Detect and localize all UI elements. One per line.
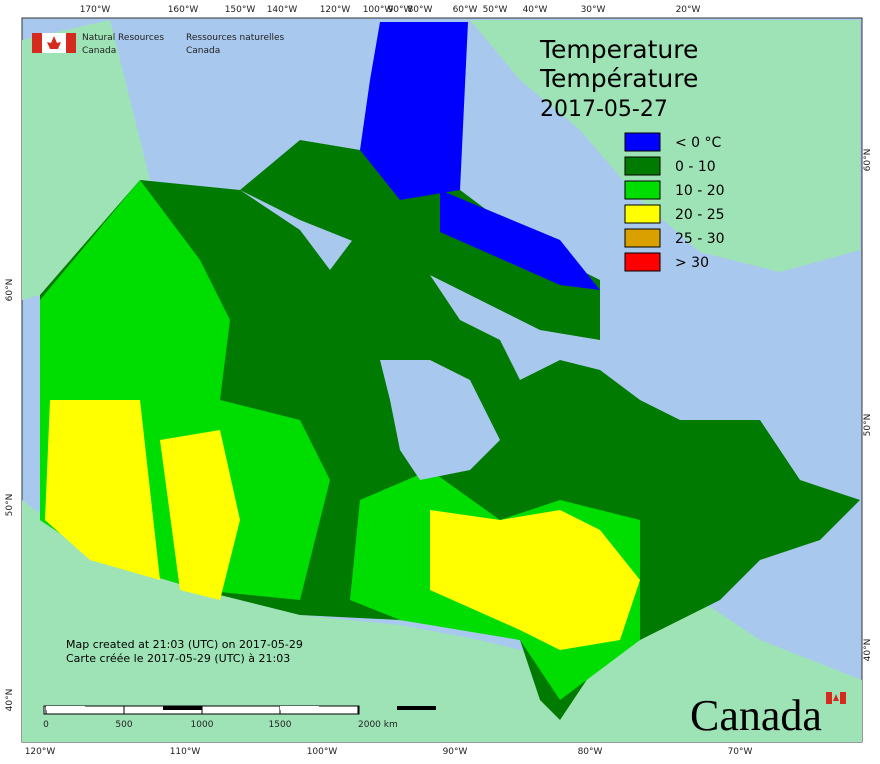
longitude-label: 90°W (388, 5, 413, 15)
legend-label: < 0 °C (675, 135, 722, 151)
longitude-label: 120°W (320, 5, 351, 15)
map-title: Température (539, 64, 698, 93)
canada-wordmark: Canada (690, 691, 822, 740)
arctic-islands (240, 120, 600, 340)
latitude-label: 40°N (863, 639, 873, 662)
longitude-label: 70°W (728, 747, 753, 757)
longitude-label: 160°W (168, 5, 199, 15)
legend-label: 10 - 20 (675, 183, 725, 199)
longitude-label: 90°W (443, 747, 468, 757)
latitude-label: 40°N (5, 689, 15, 712)
scale-label: 2000 km (358, 720, 398, 730)
legend-label: 0 - 10 (675, 159, 716, 175)
scale-segment (397, 706, 436, 710)
legend-swatch (624, 132, 661, 152)
region-hot (430, 510, 640, 650)
longitude-label: 120°W (25, 747, 56, 757)
longitude-label: 170°W (80, 5, 111, 15)
longitude-label: 100°W (363, 5, 394, 15)
latitude-label: 50°N (863, 414, 873, 437)
flag-mark (826, 692, 846, 704)
map-note: Map created at 21:03 (UTC) on 2017-05-29 (66, 638, 303, 651)
longitude-label: 50°W (483, 5, 508, 15)
legend-swatch (624, 156, 661, 176)
hudson-bay (380, 360, 500, 480)
longitude-label: 80°W (408, 5, 433, 15)
longitude-label: 40°W (523, 5, 548, 15)
latitude-label: 60°N (5, 279, 15, 302)
longitude-label: 100°W (307, 747, 338, 757)
region-hot (45, 400, 160, 580)
org-name-fr: Ressources naturelles (186, 33, 285, 43)
region-hot (160, 430, 240, 600)
legend-swatch (624, 180, 661, 200)
longitude-label: 110°W (170, 747, 201, 757)
greenland (470, 20, 860, 272)
org-name-en: Natural Resources (82, 33, 164, 43)
longitude-label: 150°W (225, 5, 256, 15)
longitude-label: 30°W (581, 5, 606, 15)
latitude-label: 60°N (863, 149, 873, 172)
map-title: Temperature (539, 35, 698, 64)
legend-swatch (624, 204, 661, 224)
alaska (22, 20, 150, 300)
longitude-label: 140°W (267, 5, 298, 15)
scale-segment (46, 706, 85, 710)
latitude-label: 50°N (5, 494, 15, 517)
org-name-fr: Canada (186, 46, 220, 56)
longitude-label: 20°W (676, 5, 701, 15)
legend-swatch (624, 228, 661, 248)
map-note: Carte créée le 2017-05-29 (UTC) à 21:03 (66, 652, 290, 665)
land (22, 20, 862, 742)
org-name-en: Canada (82, 46, 116, 56)
scale-label: 1000 (191, 720, 214, 730)
arctic-cold (440, 190, 600, 290)
scale-label: 500 (115, 720, 132, 730)
scale-segment (280, 706, 319, 710)
legend-swatch (624, 252, 661, 272)
legend-label: 25 - 30 (675, 231, 725, 247)
map-date: 2017-05-27 (540, 97, 668, 122)
longitude-label: 60°W (453, 5, 478, 15)
legend-label: > 30 (675, 255, 709, 271)
scale-segment (163, 706, 202, 710)
logo (32, 33, 76, 53)
usa (22, 500, 862, 742)
arctic-cold (360, 22, 468, 200)
scale-label: 1500 (269, 720, 292, 730)
longitude-label: 80°W (578, 747, 603, 757)
legend-label: 20 - 25 (675, 207, 725, 223)
scale-label: 0 (43, 720, 49, 730)
